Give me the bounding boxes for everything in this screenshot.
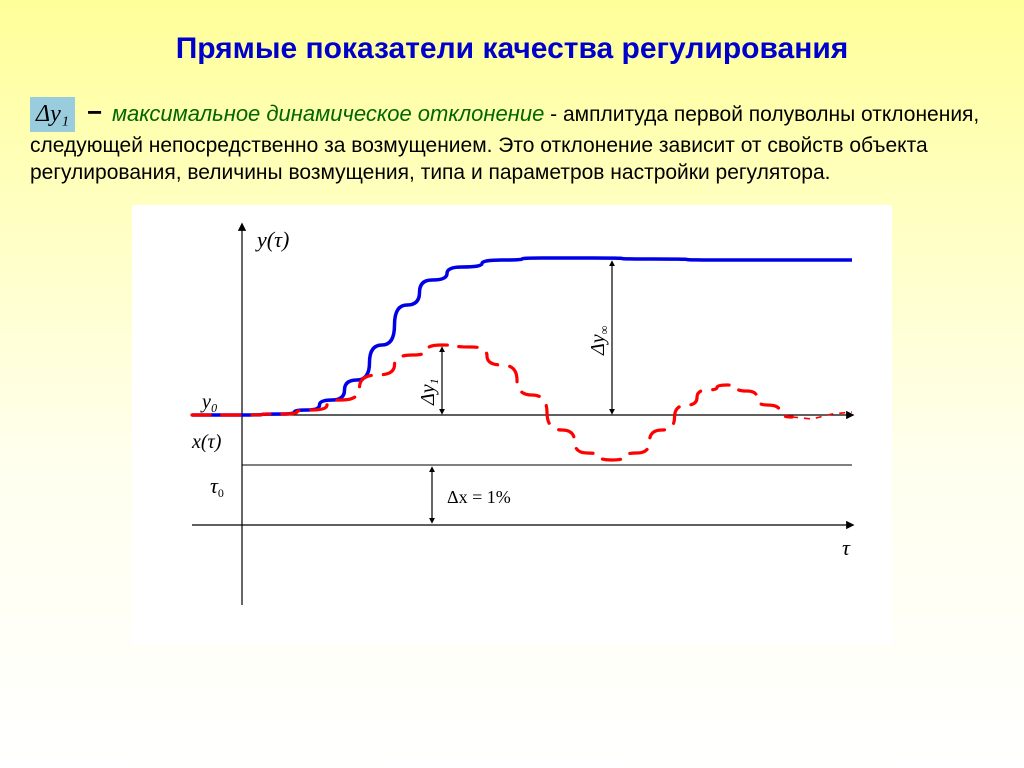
term: максимальное динамическое отклонение <box>112 101 544 126</box>
y0-label: y₀ <box>200 391 218 413</box>
dy1-label: Δy1 <box>417 378 441 406</box>
dash: − <box>87 97 102 127</box>
x-axis-label: x(τ) <box>191 431 222 453</box>
y-axis-label: y(τ) <box>255 227 289 252</box>
page-title: Прямые показатели качества регулирования <box>30 32 994 66</box>
slide: Прямые показатели качества регулирования… <box>0 0 1024 768</box>
tau-axis-label: τ <box>842 535 851 560</box>
description-block: Δy₁ − максимальное динамическое отклонен… <box>30 96 990 187</box>
delta-y1-badge: Δy₁ <box>30 97 75 132</box>
chart-svg: y(τ) y₀ x(τ) τ0 τ Δy∞ Δy1 Δx = 1% <box>132 205 892 645</box>
dx-label: Δx = 1% <box>447 487 511 507</box>
dyinf-label: Δy∞ <box>587 325 611 356</box>
tau0-label: τ0 <box>210 473 224 500</box>
response-chart: y(τ) y₀ x(τ) τ0 τ Δy∞ Δy1 Δx = 1% <box>132 205 892 645</box>
closed-loop-curve <box>192 345 792 460</box>
